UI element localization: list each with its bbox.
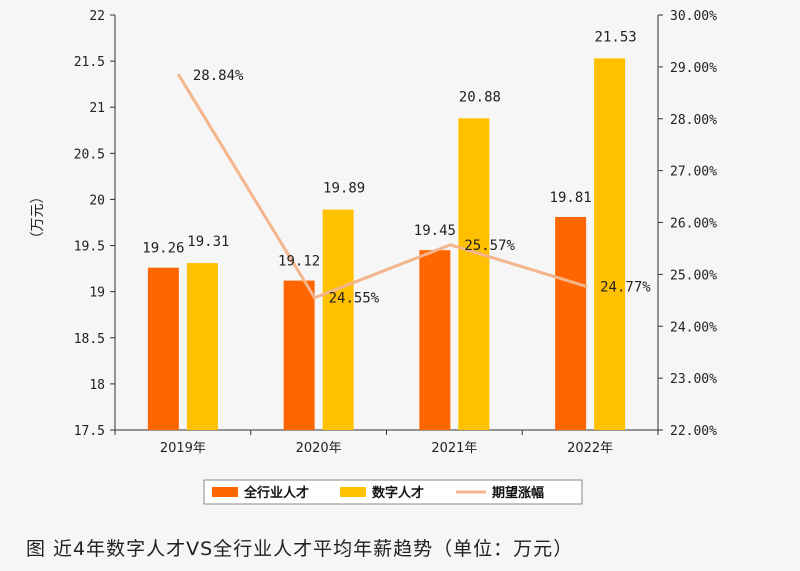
- bar-series-1: [419, 250, 451, 430]
- legend-label: 全行业人才: [243, 485, 309, 501]
- line-label: 28.84%: [193, 68, 244, 84]
- data-labels: 19.26 19.12 19.45 19.81 19.31 19.89 20.88 21.53…: [142, 29, 651, 306]
- bar-series-1: [283, 280, 315, 430]
- legend: 全行业人才 数字人才 期望涨幅: [203, 479, 583, 505]
- bar-label-series-2: 19.89: [323, 181, 365, 197]
- bar-label-series-2: 19.31: [187, 234, 229, 250]
- legend-box: [203, 479, 583, 505]
- x-tick-label: 2022年: [567, 441, 613, 456]
- y-tick-label: 17.5: [74, 424, 105, 439]
- bars: [147, 58, 626, 431]
- y2-tick-label: 28.00%: [670, 113, 717, 128]
- y2-tick-label: 22.00%: [670, 424, 717, 439]
- legend-label: 数字人才: [372, 485, 424, 501]
- y2-tick-label: 27.00%: [670, 165, 717, 180]
- line-point: [313, 296, 317, 300]
- x-tick-label: 2021年: [431, 441, 477, 456]
- line-series: [177, 73, 588, 300]
- y2-tick-label: 30.00%: [670, 9, 717, 24]
- bar-label-series-1: 19.12: [278, 254, 320, 270]
- bar-series-2: [186, 263, 218, 430]
- line-series-expected-raise: [177, 74, 587, 300]
- y-tick-label: 18: [89, 378, 105, 393]
- y-tick-label: 18.5: [74, 332, 105, 347]
- chart-svg: 17.5 18 18.5 19 19.5 20 20.5 21 21.5 22 22.00% 23.0…: [30, 9, 717, 505]
- y2-tick-label: 26.00%: [670, 217, 717, 232]
- bar-label-series-1: 19.45: [414, 223, 456, 239]
- bar-series-1: [555, 216, 587, 430]
- line-label: 24.55%: [329, 291, 380, 307]
- line-point: [177, 73, 181, 77]
- bar-series-2: [594, 58, 626, 430]
- y2-tick-label: 24.00%: [670, 320, 717, 335]
- bar-label-series-1: 19.26: [142, 241, 184, 257]
- y2-tick-label: 23.00%: [670, 372, 717, 387]
- legend-swatch: [340, 487, 366, 497]
- bar-series-2: [458, 118, 490, 431]
- line-label: 25.57%: [464, 238, 515, 254]
- axes: 17.5 18 18.5 19 19.5 20 20.5 21 21.5 22 22.00% 23.0…: [30, 9, 717, 456]
- legend-swatch: [212, 487, 238, 497]
- y2-tick-label: 29.00%: [670, 61, 717, 76]
- y-tick-label: 20.5: [74, 147, 105, 162]
- y-axis-title: （万元）: [30, 190, 46, 246]
- line-label: 24.77%: [600, 279, 651, 295]
- legend-label: 期望涨幅: [492, 485, 544, 501]
- y-tick-label: 21: [89, 101, 105, 116]
- x-tick-label: 2020年: [296, 441, 342, 456]
- bar-label-series-2: 21.53: [595, 29, 637, 45]
- y-tick-label: 21.5: [74, 55, 105, 70]
- bar-series-1: [147, 267, 179, 430]
- y-tick-label: 19: [89, 286, 105, 301]
- x-tick-label: 2019年: [160, 441, 206, 456]
- y-tick-label: 19.5: [74, 240, 105, 255]
- y-tick-label: 22: [89, 9, 105, 24]
- figure-caption: 图 近4年数字人才VS全行业人才平均年薪趋势（单位：万元）: [26, 538, 574, 560]
- line-point: [448, 243, 452, 247]
- bar-series-2: [322, 209, 354, 430]
- line-point: [584, 284, 588, 288]
- y2-tick-label: 25.00%: [670, 268, 717, 283]
- bar-label-series-1: 19.81: [550, 190, 592, 206]
- bar-label-series-2: 20.88: [459, 89, 501, 105]
- y-tick-label: 20: [89, 193, 105, 208]
